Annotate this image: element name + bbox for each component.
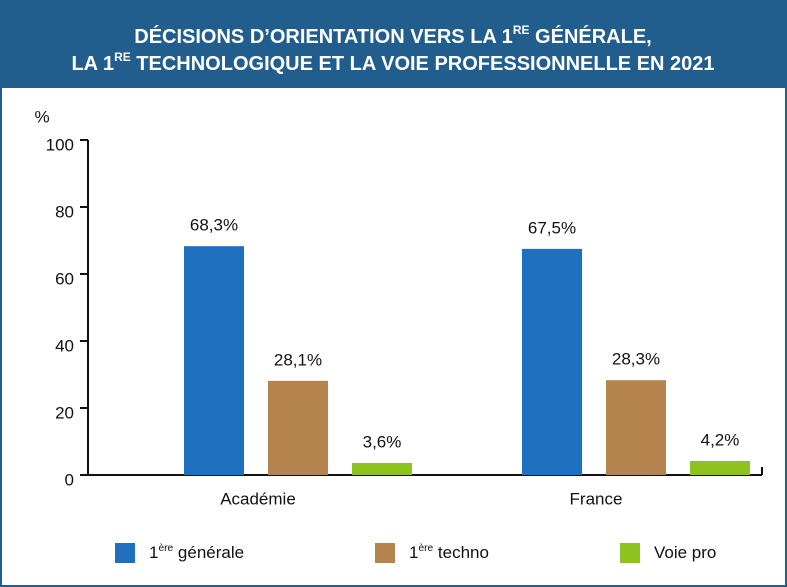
y-tick-label: 60 xyxy=(55,269,74,288)
x-tick-label: France xyxy=(570,489,623,508)
title-part: GÉNÉRALE, xyxy=(529,25,651,48)
legend-label: Voie pro xyxy=(654,543,716,562)
data-label: 4,2% xyxy=(701,430,740,449)
title-part: LA 1 xyxy=(71,53,114,75)
bar xyxy=(690,460,750,475)
title-part: DÉCISIONS D’ORIENTATION VERS LA 1 xyxy=(134,25,513,48)
chart-title: LA 1RE TECHNOLOGIQUE ET LA VOIE PROFESSI… xyxy=(71,50,714,75)
legend-part: Voie pro xyxy=(654,543,716,562)
legend-part: techno xyxy=(433,543,489,562)
bar xyxy=(606,380,666,475)
x-tick-label: Académie xyxy=(220,489,296,508)
data-label: 28,3% xyxy=(612,350,660,369)
legend-part: ère xyxy=(418,543,433,554)
y-tick-label: 20 xyxy=(55,403,74,422)
legend-part: 1 xyxy=(409,543,418,562)
y-tick-label: 80 xyxy=(55,202,74,221)
bar xyxy=(522,248,582,475)
legend-swatch xyxy=(375,543,395,563)
y-axis-label: % xyxy=(34,107,49,126)
legend-label: 1ère générale xyxy=(149,543,244,562)
legend-part: générale xyxy=(173,543,244,562)
data-label: 67,5% xyxy=(528,218,576,237)
data-label: 3,6% xyxy=(363,432,402,451)
legend-swatch xyxy=(620,543,640,563)
bar xyxy=(184,246,244,475)
y-tick-label: 0 xyxy=(65,470,74,489)
data-label: 28,1% xyxy=(274,350,322,369)
legend-swatch xyxy=(115,543,135,563)
chart-title: DÉCISIONS D’ORIENTATION VERS LA 1RE GÉNÉ… xyxy=(134,23,651,48)
legend-label: 1ère techno xyxy=(409,543,489,562)
legend-part: ère xyxy=(158,543,173,554)
title-part: RE xyxy=(513,23,530,37)
data-label: 68,3% xyxy=(190,216,238,235)
y-tick-label: 40 xyxy=(55,336,74,355)
y-tick-label: 100 xyxy=(46,135,74,154)
bar xyxy=(268,380,328,475)
legend-part: 1 xyxy=(149,543,158,562)
title-part: RE xyxy=(114,50,131,64)
title-part: TECHNOLOGIQUE ET LA VOIE PROFESSIONNELLE… xyxy=(131,53,715,75)
bar xyxy=(352,462,412,475)
header xyxy=(0,0,787,88)
